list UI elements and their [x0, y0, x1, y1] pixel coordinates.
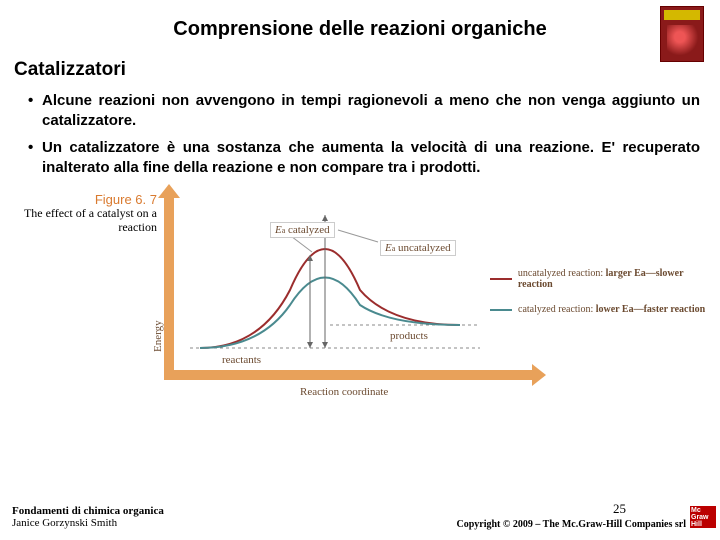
page-title: Comprensione delle reazioni organiche	[0, 0, 720, 41]
reaction-curves	[180, 200, 490, 370]
legend: uncatalyzed reaction: larger Ea—slower r…	[490, 268, 720, 329]
legend-catalyzed: catalyzed reaction: lower Ea—faster reac…	[490, 304, 720, 315]
ea-catalyzed-label: Ea catalyzed	[270, 222, 335, 238]
figure-number: Figure 6. 7	[12, 192, 157, 207]
x-axis-arrow	[164, 370, 534, 380]
figure-label: Figure 6. 7 The effect of a catalyst on …	[12, 192, 157, 235]
book-cover-thumb	[660, 6, 704, 62]
legend-swatch-cat	[490, 309, 512, 311]
legend-swatch-uncat	[490, 278, 512, 280]
bullet-item: Alcune reazioni non avvengono in tempi r…	[28, 91, 700, 132]
bullet-item: Un catalizzatore è una sostanza che aume…	[28, 138, 700, 179]
figure: Figure 6. 7 The effect of a catalyst on …	[0, 192, 720, 402]
bullet-list: Alcune reazioni non avvengono in tempi r…	[0, 91, 720, 178]
page-number: 25	[456, 501, 626, 517]
figure-caption: The effect of a catalyst on a reaction	[12, 207, 157, 235]
reactants-label: reactants	[222, 354, 261, 366]
products-label: products	[390, 330, 428, 342]
footer: Fondamenti di chimica organica Janice Go…	[0, 505, 720, 530]
legend-uncatalyzed: uncatalyzed reaction: larger Ea—slower r…	[490, 268, 720, 290]
ea-uncatalyzed-label: Ea uncatalyzed	[380, 240, 456, 256]
y-axis-label: Energy	[152, 320, 164, 352]
copyright-text: Copyright © 2009 – The Mc.Graw-Hill Comp…	[456, 519, 686, 530]
publisher-logo: McGrawHill	[690, 506, 716, 528]
section-subtitle: Catalizzatori	[0, 41, 720, 91]
x-axis-label: Reaction coordinate	[300, 386, 388, 398]
footer-right: 25 Copyright © 2009 – The Mc.Graw-Hill C…	[456, 501, 686, 530]
y-axis-arrow	[164, 196, 174, 374]
